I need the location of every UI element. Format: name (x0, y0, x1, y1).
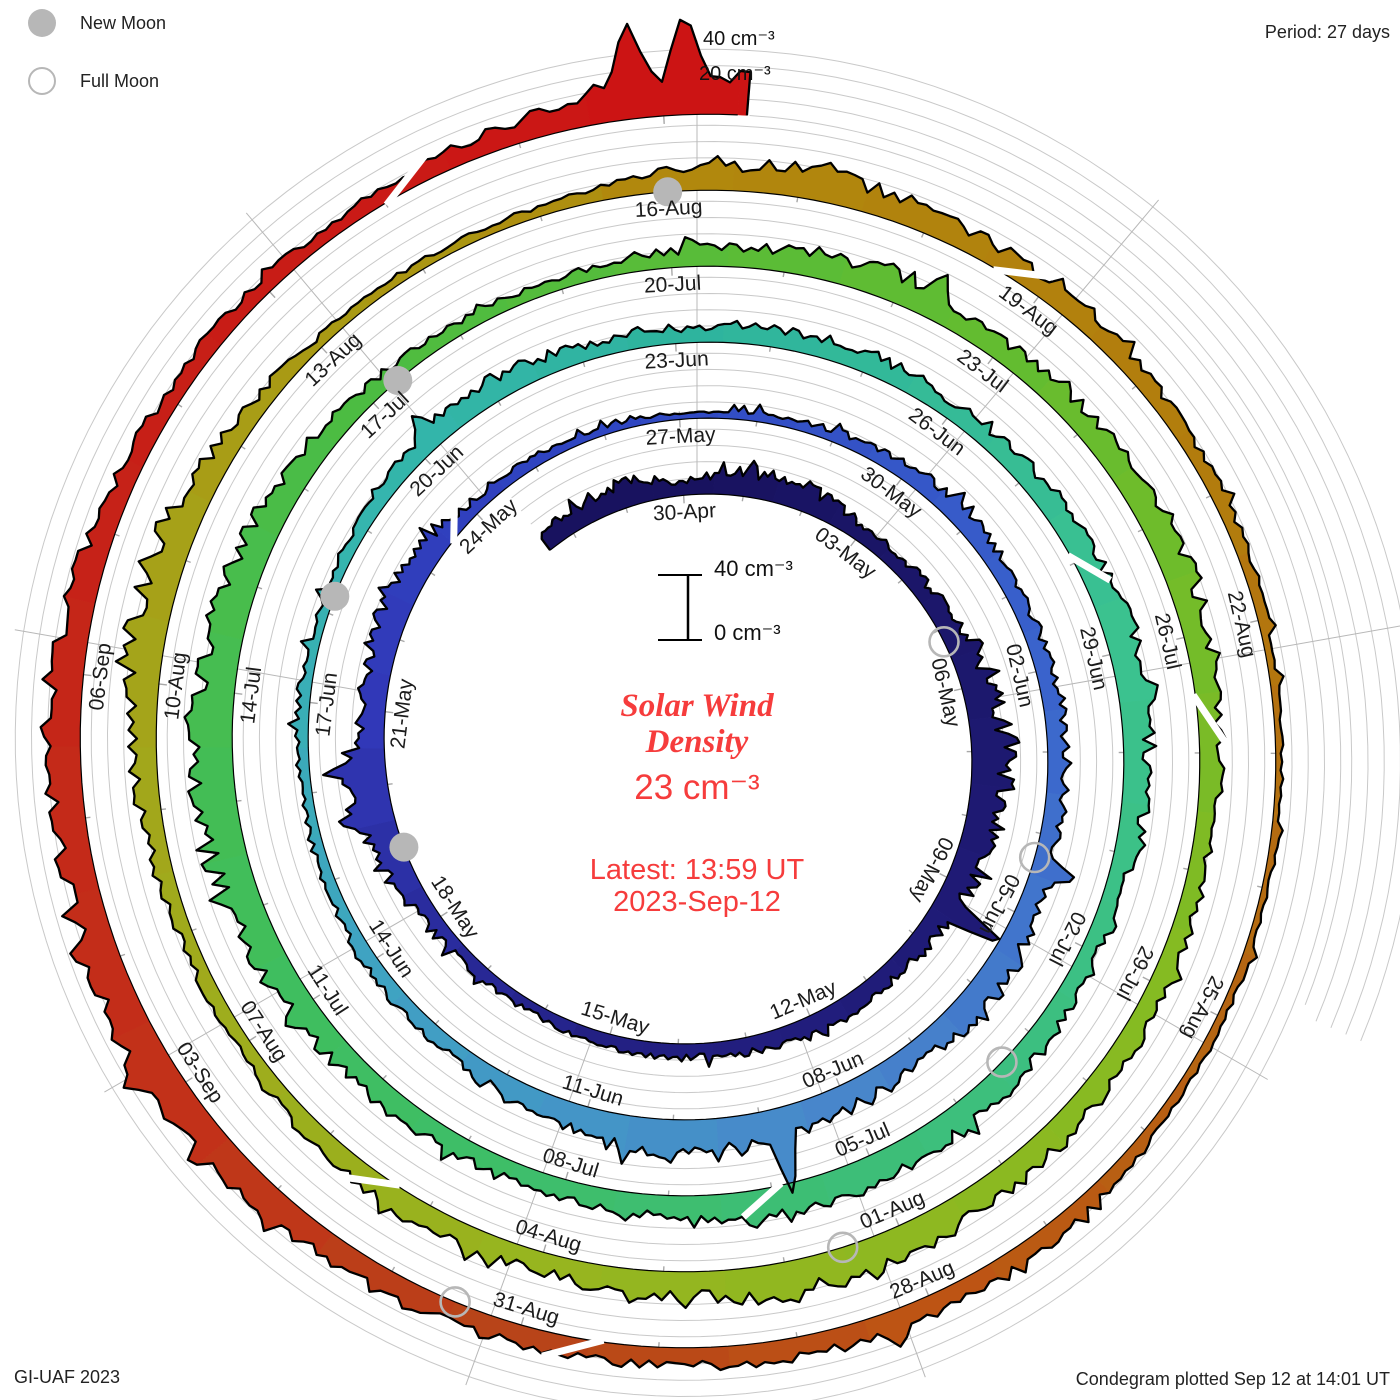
latest-time-line: Latest: 13:59 UT (589, 854, 805, 886)
chart-title-line1: Solar Wind (620, 688, 774, 724)
svg-text:23-Jun: 23-Jun (644, 347, 709, 373)
legend-row-new-moon: New Moon (28, 6, 166, 40)
inner-scale-0-label: 0 cm⁻³ (714, 620, 781, 645)
svg-text:30-Apr: 30-Apr (652, 499, 716, 525)
svg-text:20-Jul: 20-Jul (643, 272, 701, 298)
moon-legend: New Moon Full Moon (28, 6, 166, 122)
full-moon-icon (28, 67, 56, 95)
svg-text:13-Aug: 13-Aug (300, 328, 365, 391)
plotted-timestamp: Condegram plotted Sep 12 at 14:01 UT (1075, 1369, 1390, 1389)
svg-text:21-May: 21-May (386, 677, 417, 750)
credit-label: GI-UAF 2023 (14, 1367, 121, 1387)
full-moon-label: Full Moon (80, 70, 160, 91)
outer-scale-40-label: 40 cm⁻³ (703, 28, 775, 50)
period-label: Period: 27 days (1264, 22, 1390, 42)
latest-value: 23 cm⁻³ (634, 768, 760, 807)
outer-scale-20-label: 20 cm⁻³ (699, 63, 771, 85)
svg-text:06-Sep: 06-Sep (85, 642, 116, 712)
chart-title-line2: Density (645, 724, 749, 760)
svg-text:16-Aug: 16-Aug (634, 195, 703, 222)
svg-text:10-Aug: 10-Aug (160, 651, 191, 721)
inner-scale-40-label: 40 cm⁻³ (714, 556, 793, 581)
center-text-block: Solar Wind Density 23 cm⁻³ Latest: 13:59… (522, 688, 872, 918)
svg-text:17-Jun: 17-Jun (311, 671, 342, 738)
svg-text:27-May: 27-May (645, 423, 717, 450)
legend-row-full-moon: Full Moon (28, 64, 166, 98)
new-moon-icon (28, 9, 56, 37)
latest-date-line: 2023-Sep-12 (613, 886, 781, 918)
new-moon-label: New Moon (80, 12, 167, 33)
svg-text:14-Jul: 14-Jul (236, 666, 266, 726)
